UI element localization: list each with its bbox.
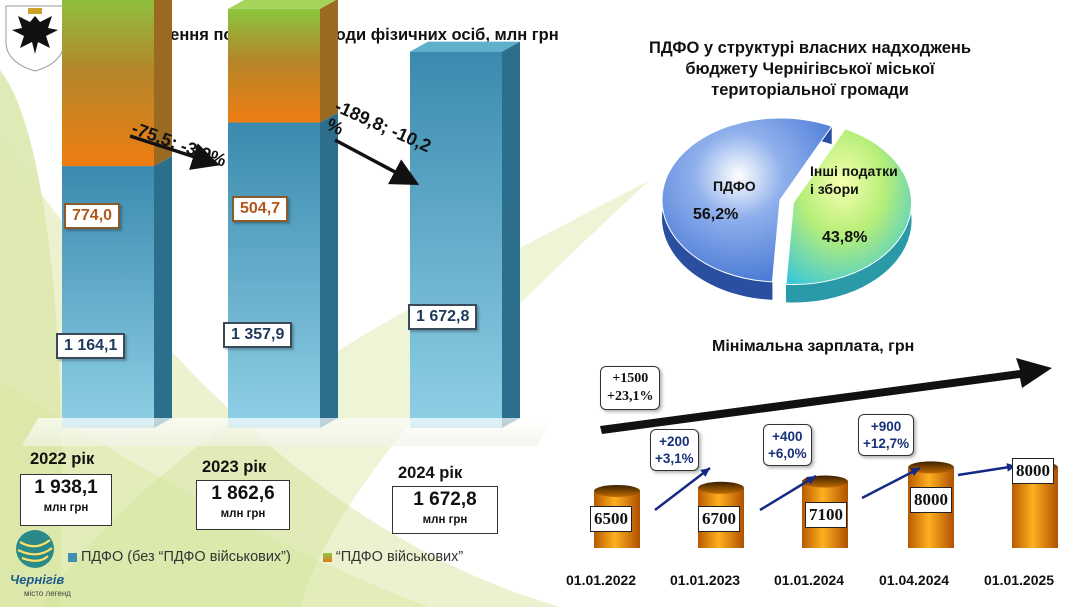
- year-label-2023: 2023 рік: [202, 458, 267, 476]
- pie-slice-1: [785, 128, 912, 286]
- pie-value-pdfo: 56,2%: [693, 206, 739, 223]
- increase-arrow-3: [957, 464, 1017, 477]
- total-value-2022: 1 938,1: [34, 477, 98, 498]
- pie-label-pdfo: ПДФО: [713, 178, 756, 194]
- date-label-2023: 01.01.2023: [670, 572, 741, 588]
- min-wage-increase-2024: +400 +6,0%: [763, 424, 812, 466]
- city-logo-emblem: [16, 530, 54, 568]
- min-wage-increase-2024-04: +900 +12,7%: [858, 414, 915, 456]
- pie-label-other: Інші податки і збори: [810, 163, 898, 197]
- legend-label-military: “ПДФО військових”: [335, 549, 464, 565]
- total-unit-2022: млн грн: [43, 502, 89, 514]
- overall-increase-percent: +23,1%: [607, 389, 654, 404]
- bar-label-2024-civilian: 1 672,8: [408, 304, 478, 330]
- bar-1-military: [228, 8, 320, 123]
- total-unit-2024: млн грн: [422, 514, 468, 526]
- increase-2024-04-amount: +900: [870, 419, 902, 434]
- min-wage-value-2024-04: 8000: [910, 487, 952, 513]
- increase-arrow-3-head: [1006, 463, 1016, 472]
- min-wage-bar-1-top: [698, 481, 744, 494]
- increase-arrow-1-head: [806, 476, 816, 485]
- bar-label-2022-military: 774,0: [64, 203, 121, 229]
- min-wage-value-2024: 7100: [805, 502, 847, 528]
- date-label-2024-04: 01.04.2024: [879, 572, 950, 588]
- bar-1-military-side: [320, 0, 338, 123]
- total-value-2024: 1 672,8: [413, 489, 477, 510]
- total-box-2023: 1 862,6 млн грн: [196, 480, 290, 530]
- increase-2023-amount: +200: [659, 434, 690, 449]
- income-tax-bar-chart: [62, 0, 520, 429]
- legend-label-civilian: ПДФО (без “ПДФО військових”): [81, 549, 291, 565]
- increase-arrow-0-head: [700, 468, 710, 477]
- bar-2-civilian: [410, 51, 502, 429]
- coat-of-arms-logo: [5, 5, 65, 72]
- bar-0-civilian-side: [154, 156, 172, 428]
- min-wage-value-2025: 8000: [1012, 458, 1054, 484]
- total-box-2022: 1 938,1 млн грн: [20, 474, 112, 526]
- year-label-2022: 2022 рік: [30, 450, 95, 468]
- total-value-2023: 1 862,6: [211, 483, 275, 504]
- pie-value-other: 43,8%: [822, 229, 868, 246]
- increase-arrow-0: [654, 467, 711, 511]
- increase-2024-percent: +6,0%: [768, 446, 807, 461]
- min-wage-chart-title: Мінімальна зарплата, грн: [712, 338, 915, 355]
- bar-label-2023-civilian: 1 357,9: [223, 322, 293, 348]
- legend-item-civilian: ПДФО (без “ПДФО військових”): [68, 549, 291, 565]
- bar-label-2023-military: 504,7: [232, 196, 289, 222]
- total-unit-2023: млн грн: [220, 508, 266, 520]
- bar-1-civilian: [228, 122, 320, 428]
- legend-item-military: “ПДФО військових”: [322, 549, 464, 565]
- chart-floor: [21, 418, 554, 446]
- bar-2-civilian-side: [502, 41, 520, 429]
- bar-label-2022-civilian: 1 164,1: [56, 333, 126, 359]
- city-name: Чернігів: [10, 572, 65, 587]
- bar-1-civilian-side: [320, 112, 338, 428]
- increase-2024-04-percent: +12,7%: [863, 436, 910, 451]
- increase-arrow-2: [861, 466, 921, 500]
- overall-increase-amount: +1500: [612, 371, 649, 386]
- increase-arrow-1: [759, 474, 817, 512]
- pie-chart: [661, 117, 912, 303]
- legend: ПДФО (без “ПДФО військових”) “ПДФО війсь…: [68, 549, 463, 565]
- bar-2-top: [410, 41, 520, 52]
- min-wage-increase-2023: +200 +3,1%: [650, 429, 699, 471]
- increase-arrow-2-head: [910, 468, 920, 477]
- total-box-2024: 1 672,8 млн грн: [392, 486, 498, 534]
- bar-0-military-side: [154, 0, 172, 167]
- pie-slice-1-side: [785, 128, 912, 303]
- pie-chart-title: ПДФО у структурі власних надходжень бюдж…: [648, 39, 972, 99]
- year-label-2024: 2024 рік: [398, 464, 463, 482]
- change-arrows: [129, 134, 420, 185]
- min-wage-overall-increase: +1500 +23,1%: [600, 366, 661, 410]
- date-label-2024: 01.01.2024: [774, 572, 845, 588]
- min-wage-bar-3-top: [908, 461, 954, 474]
- increase-2024-amount: +400: [772, 429, 803, 444]
- min-wage-value-2023: 6700: [698, 506, 740, 532]
- increase-2023-percent: +3,1%: [655, 451, 694, 466]
- min-wage-value-2022: 6500: [590, 506, 632, 532]
- date-label-2022: 01.01.2022: [566, 572, 637, 588]
- city-tagline: місто легенд: [24, 589, 71, 598]
- trend-arrow: [600, 358, 1052, 434]
- date-label-2025: 01.01.2025: [984, 572, 1055, 588]
- pie-slice-0: [661, 117, 833, 283]
- min-wage-bar-0-top: [594, 484, 640, 497]
- bar-1-top: [228, 0, 337, 9]
